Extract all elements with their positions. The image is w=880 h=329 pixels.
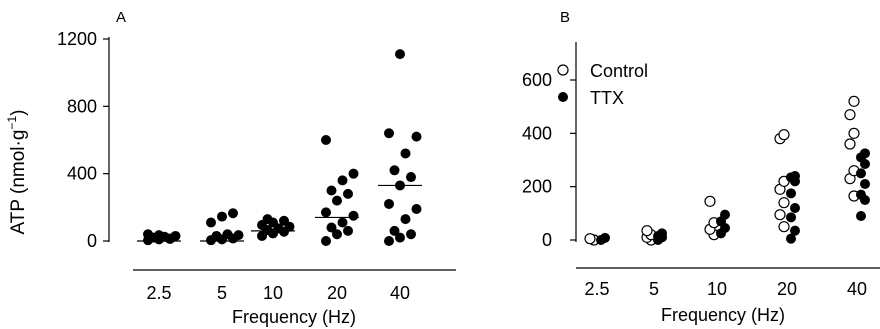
panel-b-control-point [584, 233, 596, 245]
panel-a-data-point [411, 204, 422, 215]
legend-control-marker [557, 64, 569, 76]
panel-a-y-tick-label: 1200 [57, 29, 97, 49]
legend: Control TTX [557, 61, 648, 108]
panel-b-ttx-point [860, 179, 870, 189]
panel-a-data-point [326, 222, 337, 233]
panel-b-x-tick-label: 40 [847, 279, 867, 299]
panel-b-control-point [778, 221, 790, 233]
panel-b-control-point [844, 138, 856, 150]
legend-ttx-marker [558, 92, 568, 102]
panel-a-data-point [143, 229, 153, 240]
panel-a-data-point [154, 230, 164, 241]
panel-a-data-point [389, 165, 400, 176]
legend-ttx-label: TTX [590, 88, 624, 108]
panel-a-data-point [279, 215, 289, 226]
panel-b-control-point [778, 197, 790, 209]
panel-a-data-point [332, 195, 342, 206]
panel-a-ylabel: ATP (nmol·g−1) [5, 110, 29, 235]
panel-a-data-point [384, 236, 394, 246]
panel-a-x-tick-label: 2.5 [146, 283, 171, 303]
panel-b: B Frequency (Hz) Control TTX [557, 9, 880, 325]
panel-b-xlabel: Frequency (Hz) [661, 305, 785, 325]
panel-a-data-point [400, 148, 411, 159]
panel-b-ttx-point [790, 225, 800, 236]
panel-a-data-point [337, 175, 348, 186]
panel-a-data-point [348, 168, 359, 179]
panel-a-letter: A [116, 9, 126, 26]
panel-a-data-point [332, 229, 342, 240]
panel-a-data-point [395, 232, 405, 243]
panel-b-control-point [778, 129, 790, 141]
panel-b-ttx-point [856, 168, 866, 179]
panel-b-control-point [641, 225, 653, 237]
panel-a-data-point [406, 229, 416, 240]
panel-b-x-tick-label: 2.5 [584, 279, 609, 299]
panel-a-data-point [262, 214, 273, 225]
panel-a-x-tick-label: 5 [217, 283, 227, 303]
panel-a-y-tick-label: 400 [67, 164, 97, 184]
panel-a-x-tick-label: 40 [390, 283, 410, 303]
panel-a-plot: 0 400 800 1200 2.5 5 10 20 40 [57, 29, 422, 303]
panel-a-data-point [384, 128, 394, 139]
panel-a-data-point [343, 188, 353, 199]
panel-a-data-point [206, 217, 216, 228]
panel-a-x-tick-label: 10 [263, 283, 283, 303]
panel-a-data-point [343, 225, 353, 236]
panel-b-x-tick-label: 20 [777, 279, 797, 299]
panel-b-letter: B [560, 9, 570, 26]
panel-b-ttx-point [720, 209, 730, 220]
panel-a-data-point [211, 230, 222, 241]
panel-a-y-tick-label: 800 [67, 96, 97, 116]
panel-b-control-point [774, 209, 786, 221]
panel-b-ttx-point [856, 189, 866, 200]
panel-b-control-point [848, 127, 860, 139]
panel-b-ttx-point [786, 188, 796, 199]
panel-a-data-point [348, 210, 359, 221]
panel-b-control-point [704, 195, 716, 207]
panel-b-plot: 0 200 400 600 2.5 5 10 20 40 [522, 70, 870, 299]
panel-a-data-point [384, 198, 394, 209]
panel-b-y-tick-label: 0 [542, 230, 552, 250]
panel-a-data-point [406, 172, 416, 183]
panel-b-ttx-point [786, 233, 796, 244]
panel-a-x-tick-label: 20 [327, 283, 347, 303]
panel-b-ttx-point [856, 211, 866, 221]
panel-b-ttx-point [790, 171, 800, 181]
panel-a-data-point [321, 135, 331, 145]
panel-a-data-point [389, 225, 400, 236]
svg-text:ATP (nmol·g−1): ATP (nmol·g−1) [5, 110, 29, 235]
panel-a-xlabel: Frequency (Hz) [232, 307, 356, 327]
panel-a-data-point [337, 217, 348, 228]
panel-a-data-point [321, 207, 331, 218]
panel-a-data-point [228, 208, 238, 219]
legend-control-label: Control [590, 61, 648, 81]
panel-a-data-point [321, 236, 331, 246]
panel-a-data-point [400, 214, 411, 225]
panel-b-ttx-point [786, 212, 796, 223]
panel-b-y-tick-label: 600 [522, 70, 552, 90]
panel-b-ttx-point [600, 232, 610, 243]
panel-a-data-point [222, 229, 233, 240]
panel-b-control-point [844, 109, 856, 121]
panel-a-data-point [395, 49, 405, 60]
panel-a-data-point [411, 131, 422, 142]
panel-b-ttx-point [790, 203, 800, 213]
panel-b-ttx-point [657, 228, 667, 239]
panel-a: A ATP (nmol·g−1) Frequency (Hz) [5, 9, 456, 327]
panel-b-x-tick-label: 5 [649, 279, 659, 299]
panel-a-data-point [217, 211, 227, 222]
panel-b-y-tick-label: 200 [522, 177, 552, 197]
panel-a-y-tick-label: 0 [87, 231, 97, 251]
panel-b-y-tick-label: 400 [522, 123, 552, 143]
panel-a-data-point [233, 230, 244, 241]
panel-b-x-tick-label: 10 [707, 279, 727, 299]
panel-a-data-point [165, 233, 175, 244]
panel-b-ttx-point [860, 148, 870, 159]
panel-a-data-point [326, 185, 337, 196]
panel-b-control-point [848, 95, 860, 107]
